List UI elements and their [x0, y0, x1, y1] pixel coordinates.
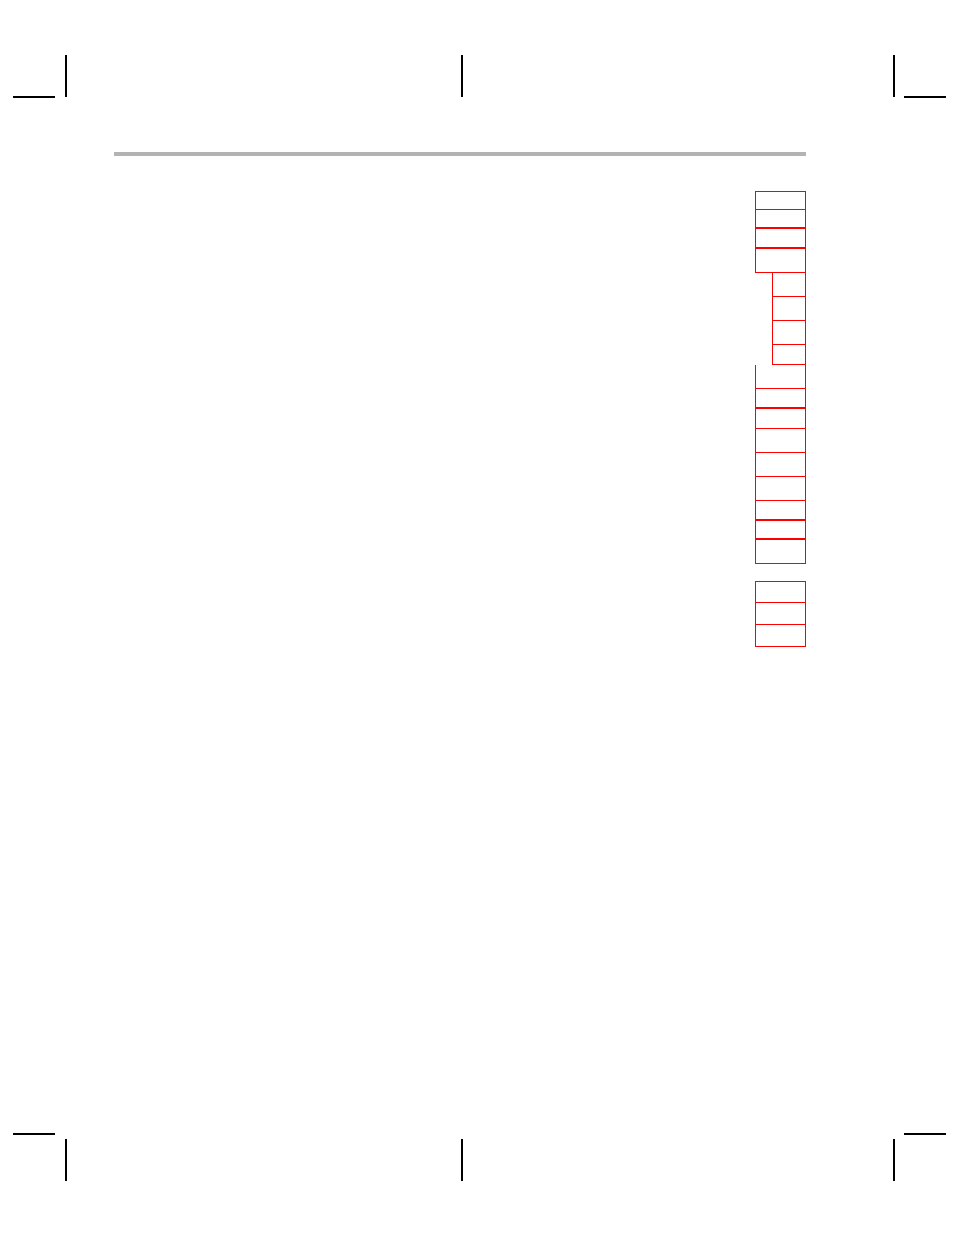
toc-linkbox-stack	[755, 191, 806, 647]
toc-link-box[interactable]	[755, 540, 806, 564]
cropmark-bl-h	[13, 1133, 55, 1135]
cropmark-tr-h	[904, 96, 946, 98]
toc-link-box[interactable]	[755, 453, 806, 477]
cropmark-tc-v	[461, 55, 463, 97]
cropmark-tr-v	[893, 55, 895, 97]
linkbox-group	[755, 191, 806, 564]
toc-link-box[interactable]	[755, 249, 806, 273]
toc-link-box[interactable]	[755, 477, 806, 501]
toc-link-box[interactable]	[772, 321, 806, 345]
cropmark-br-v	[893, 1139, 895, 1181]
page	[0, 0, 954, 1235]
toc-link-box[interactable]	[755, 409, 806, 429]
toc-link-box[interactable]	[755, 501, 806, 521]
cropmark-br-h	[904, 1133, 946, 1135]
toc-link-box[interactable]	[755, 229, 806, 249]
toc-link-box[interactable]	[755, 191, 806, 210]
toc-link-box[interactable]	[755, 521, 806, 540]
toc-link-box[interactable]	[755, 389, 806, 409]
toc-link-box[interactable]	[755, 210, 806, 229]
toc-link-box[interactable]	[755, 625, 806, 647]
cropmark-tl-v	[65, 55, 67, 97]
cropmark-bl-v	[65, 1139, 67, 1181]
toc-link-box[interactable]	[772, 273, 806, 297]
linkbox-group	[755, 581, 806, 647]
toc-link-box[interactable]	[772, 345, 806, 365]
toc-link-box[interactable]	[755, 581, 806, 603]
cropmark-tl-h	[13, 96, 55, 98]
toc-link-box[interactable]	[755, 429, 806, 453]
toc-link-box[interactable]	[772, 297, 806, 321]
cropmark-bc-v	[461, 1139, 463, 1181]
section-rule	[114, 152, 806, 156]
toc-link-box[interactable]	[755, 365, 806, 389]
toc-link-box[interactable]	[755, 603, 806, 625]
